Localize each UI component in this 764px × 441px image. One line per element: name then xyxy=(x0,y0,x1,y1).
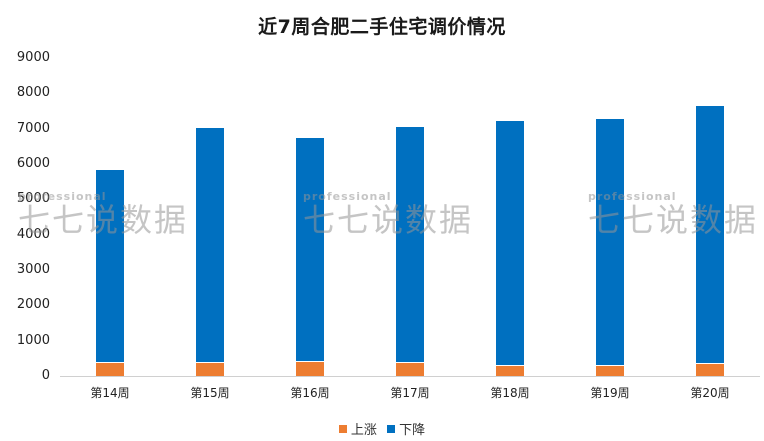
legend-swatch-down xyxy=(387,424,396,433)
x-tick-label: 第18周 xyxy=(490,386,530,400)
watermark: professional 七七说数据 xyxy=(303,190,474,239)
bar-stack xyxy=(396,126,424,376)
x-tick-label: 第15周 xyxy=(190,386,230,400)
y-tick-label: 8000 xyxy=(16,85,50,101)
legend-label-down: 下降 xyxy=(399,423,426,438)
legend: 上涨 下降 xyxy=(0,419,764,438)
y-tick-label: 3000 xyxy=(16,262,50,277)
y-tick-label: 4000 xyxy=(16,226,50,242)
y-tick-label: 5000 xyxy=(16,191,50,207)
bar-segment-down xyxy=(596,118,624,365)
bar-segment-up xyxy=(596,365,624,376)
chart-title: 近7周合肥二手住宅调价情况 xyxy=(258,16,506,38)
y-tick-label: 9000 xyxy=(16,50,50,65)
x-tick-label: 第20周 xyxy=(690,386,730,400)
bar-segment-up xyxy=(196,362,224,376)
x-axis-line xyxy=(60,376,760,377)
legend-label-up: 上涨 xyxy=(350,423,377,438)
bar-segment-down xyxy=(696,105,724,363)
bar-segment-down xyxy=(196,127,224,362)
bar-segment-down xyxy=(296,137,324,361)
bar-segment-down xyxy=(396,126,424,362)
y-tick-label: 6000 xyxy=(16,156,50,171)
y-tick-label: 0 xyxy=(41,368,50,383)
legend-item-down[interactable]: 下降 xyxy=(387,419,425,438)
y-tick-label: 1000 xyxy=(16,332,50,348)
bar-stack xyxy=(296,137,324,376)
y-tick-label: 2000 xyxy=(16,297,50,313)
bar-segment-up xyxy=(696,363,724,376)
bar-stack xyxy=(496,120,524,376)
legend-swatch-up xyxy=(338,424,347,433)
x-tick-label: 第17周 xyxy=(390,386,430,400)
bar-stack xyxy=(96,169,124,376)
x-tick-label: 第16周 xyxy=(290,386,330,400)
bar-segment-down xyxy=(496,120,524,365)
x-tick-label: 第19周 xyxy=(590,386,630,400)
legend-item-up[interactable]: 上涨 xyxy=(338,419,377,438)
bar-segment-up xyxy=(96,362,124,376)
bar-segment-up xyxy=(496,365,524,376)
x-tick-label: 第14周 xyxy=(90,386,130,400)
bar-segment-up xyxy=(396,362,424,376)
bar-segment-up xyxy=(296,361,324,376)
bar-stack xyxy=(596,118,624,376)
bar-stack xyxy=(696,105,724,376)
bar-stack xyxy=(196,127,224,376)
y-tick-label: 7000 xyxy=(16,120,50,136)
bar-segment-down xyxy=(96,169,124,362)
